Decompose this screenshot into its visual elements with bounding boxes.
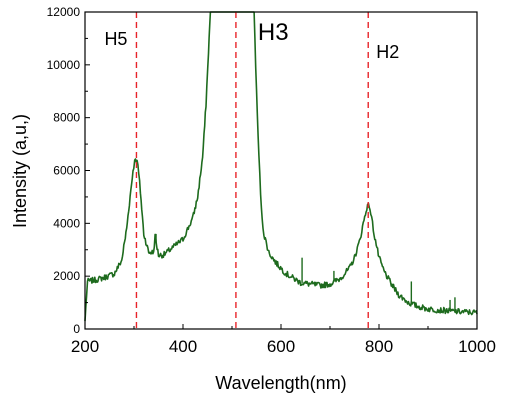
y-tick-label: 4000 bbox=[53, 216, 80, 230]
annotation-h5: H5 bbox=[104, 29, 127, 49]
x-tick-label: 400 bbox=[169, 337, 197, 356]
y-tick-label: 12000 bbox=[47, 5, 81, 19]
y-tick-label: 6000 bbox=[53, 164, 80, 178]
annotation-h2: H2 bbox=[376, 42, 399, 62]
x-tick-label: 800 bbox=[365, 337, 393, 356]
x-tick-label: 1000 bbox=[458, 337, 496, 356]
y-tick-label: 8000 bbox=[53, 111, 80, 125]
annotation-h3: H3 bbox=[258, 19, 289, 46]
y-axis-label: Intensity (a,u,) bbox=[10, 114, 30, 228]
plot-frame bbox=[84, 11, 478, 330]
y-tick-label: 10000 bbox=[47, 58, 81, 72]
x-tick-label: 600 bbox=[267, 337, 295, 356]
spectrum-series-line bbox=[84, 11, 478, 322]
y-tick-label: 0 bbox=[73, 322, 80, 336]
y-tick-label: 2000 bbox=[53, 269, 80, 283]
x-tick-label: 200 bbox=[71, 337, 99, 356]
x-axis-label: Wavelength(nm) bbox=[215, 373, 346, 393]
